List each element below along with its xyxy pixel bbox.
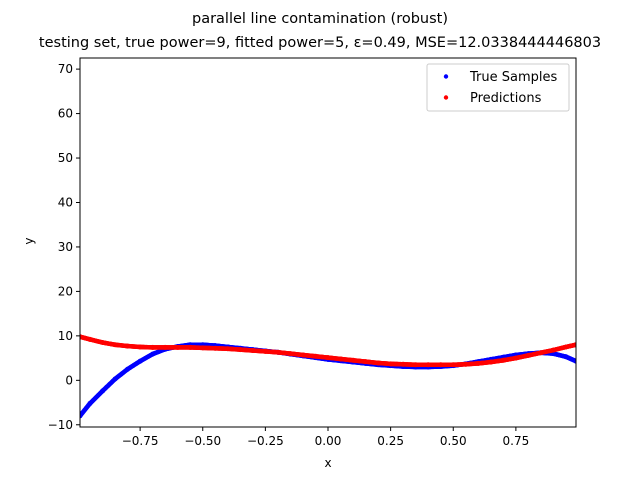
- data-point-predictions: [212, 345, 218, 351]
- data-point-predictions: [200, 345, 206, 351]
- data-point-predictions: [563, 344, 569, 350]
- y-tick-label: 40: [58, 195, 73, 209]
- data-point-predictions: [363, 359, 369, 365]
- data-point-true-samples: [112, 376, 118, 382]
- x-tick-label: −0.50: [184, 434, 221, 448]
- data-point-predictions: [425, 362, 431, 368]
- data-point-predictions: [225, 346, 231, 352]
- x-tick-label: −0.25: [247, 434, 284, 448]
- data-point-predictions: [150, 344, 156, 350]
- data-point-predictions: [237, 347, 243, 353]
- data-point-predictions: [80, 334, 83, 340]
- data-point-predictions: [413, 362, 419, 368]
- legend-label-predictions: Predictions: [470, 91, 542, 106]
- data-point-true-samples: [573, 358, 576, 364]
- legend-marker-true-samples: [443, 74, 449, 79]
- data-point-true-samples: [100, 388, 106, 394]
- data-point-predictions: [538, 350, 544, 356]
- chart-subtitle: testing set, true power=9, fitted power=…: [39, 35, 601, 51]
- data-point-predictions: [475, 360, 481, 366]
- x-tick-label: 0.25: [377, 434, 404, 448]
- y-tick-label: 10: [58, 329, 73, 343]
- data-point-true-samples: [150, 351, 156, 357]
- x-tick-label: −0.75: [122, 434, 159, 448]
- data-point-predictions: [350, 357, 356, 363]
- data-point-predictions: [338, 356, 344, 362]
- y-tick-label: 70: [58, 62, 73, 76]
- data-point-true-samples: [125, 366, 131, 372]
- x-axis-label: x: [324, 456, 331, 470]
- data-point-predictions: [175, 344, 181, 350]
- x-tick-label: 0.75: [503, 434, 530, 448]
- legend: True Samples Predictions: [426, 63, 570, 112]
- x-tick-label: 0.00: [315, 434, 342, 448]
- data-point-predictions: [287, 351, 293, 357]
- data-point-predictions: [550, 347, 556, 353]
- data-point-predictions: [162, 344, 168, 350]
- data-point-predictions: [400, 361, 406, 367]
- data-point-predictions: [513, 355, 519, 361]
- plot-area: [80, 334, 576, 419]
- data-point-true-samples: [80, 413, 83, 419]
- data-point-predictions: [573, 342, 576, 348]
- y-tick-label: 0: [65, 373, 73, 387]
- series-predictions: [80, 334, 576, 368]
- data-point-predictions: [275, 349, 281, 355]
- y-tick-label: 30: [58, 240, 73, 254]
- data-point-predictions: [325, 355, 331, 361]
- x-tick-label: 0.50: [440, 434, 467, 448]
- data-point-predictions: [375, 360, 381, 366]
- y-tick-label: −10: [48, 418, 73, 432]
- data-point-predictions: [525, 352, 531, 358]
- data-point-predictions: [100, 340, 106, 346]
- legend-label-true-samples: True Samples: [469, 70, 557, 85]
- data-point-predictions: [312, 353, 318, 359]
- data-point-true-samples: [87, 400, 93, 406]
- y-tick-label: 50: [58, 151, 73, 165]
- data-point-predictions: [388, 361, 394, 367]
- data-point-predictions: [87, 336, 93, 342]
- data-point-predictions: [438, 362, 444, 368]
- data-point-predictions: [187, 344, 193, 350]
- data-point-predictions: [125, 343, 131, 349]
- data-point-predictions: [262, 348, 268, 354]
- data-point-predictions: [463, 361, 469, 367]
- data-point-true-samples: [137, 358, 143, 364]
- y-tick-label: 20: [58, 284, 73, 298]
- data-point-predictions: [250, 348, 256, 354]
- chart-title: parallel line contamination (robust): [192, 11, 448, 27]
- series-layer: [80, 334, 576, 419]
- data-point-predictions: [500, 357, 506, 363]
- data-point-true-samples: [563, 354, 569, 360]
- legend-marker-predictions: [443, 95, 449, 100]
- legend-box: [426, 63, 570, 112]
- data-point-predictions: [300, 352, 306, 358]
- data-point-predictions: [488, 359, 494, 365]
- y-tick-label: 60: [58, 107, 73, 121]
- axes: −0.75 −0.50 −0.25 0.00 0.25 0.50 0.75 −10 0 10 20 3…: [48, 57, 577, 448]
- data-point-predictions: [450, 362, 456, 368]
- data-point-predictions: [112, 342, 118, 348]
- data-point-predictions: [137, 344, 143, 350]
- y-axis-label: y: [22, 237, 36, 244]
